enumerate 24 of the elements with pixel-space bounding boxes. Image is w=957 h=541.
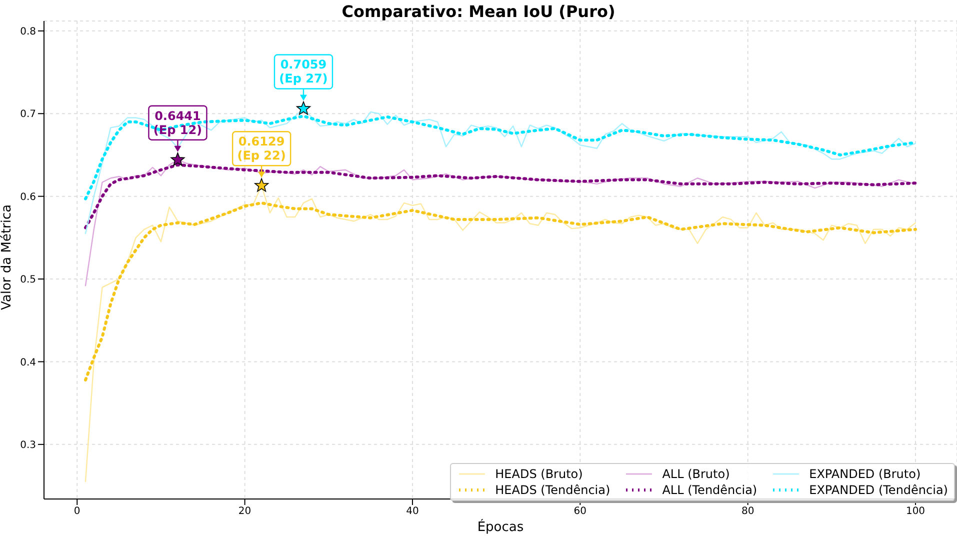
y-tick-label: 0.3: [20, 440, 36, 451]
x-tick-label: 60: [574, 506, 587, 518]
legend-label: ALL (Bruto): [662, 467, 730, 481]
x-tick-label: 40: [406, 506, 419, 518]
x-tick-label: 100: [906, 506, 926, 518]
annotation: 0.6129 (Ep 22): [237, 134, 286, 163]
y-tick-label: 0.7: [20, 109, 36, 120]
y-tick-label: 0.4: [20, 357, 36, 368]
legend-label: HEADS (Tendência): [495, 483, 610, 497]
y-tick-label: 0.5: [20, 274, 36, 286]
line-series: [84, 201, 917, 382]
y-axis-title: Valor da Métrica: [0, 204, 15, 310]
legend-label: HEADS (Bruto): [495, 467, 583, 481]
x-tick-label: 80: [741, 506, 754, 518]
annotation: 0.7059 (Ep 27): [279, 58, 328, 86]
x-axis-title: Épocas: [477, 518, 524, 535]
legend-label: EXPANDED (Tendência): [809, 483, 948, 497]
y-tick-label: 0.6: [20, 192, 36, 203]
legend-label: ALL (Tendência): [662, 483, 758, 497]
x-tick-label: 20: [238, 506, 252, 518]
legend-label: EXPANDED (Bruto): [809, 467, 921, 481]
chart-title: Comparativo: Mean IoU (Puro): [340, 2, 616, 21]
y-tick-label: 0.8: [20, 26, 36, 38]
x-tick-label: 0: [74, 506, 80, 518]
